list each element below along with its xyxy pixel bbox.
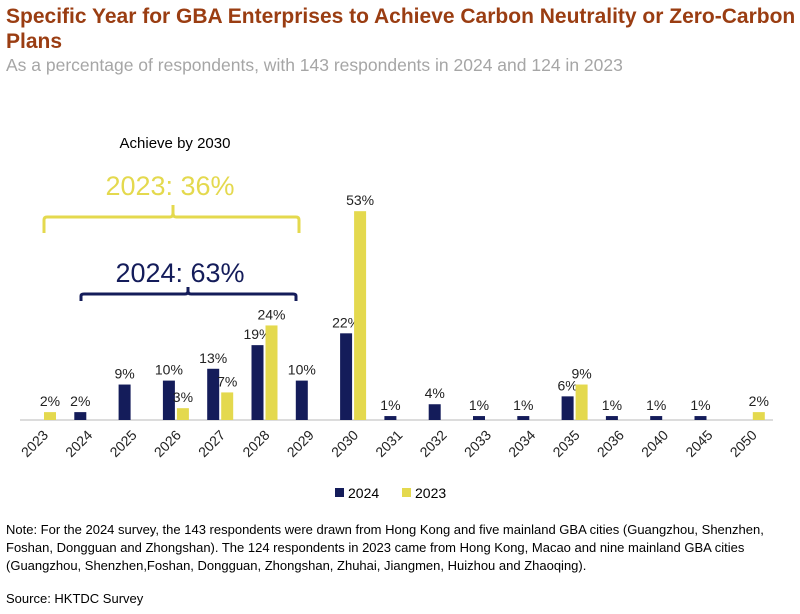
data-label-2024-2035: 6% xyxy=(557,377,577,393)
x-tick-label: 2030 xyxy=(328,427,361,460)
bar-2024-2027 xyxy=(207,368,220,420)
bar-2024-2036 xyxy=(605,416,618,420)
bar-2023-2028 xyxy=(265,325,278,420)
annotation-heading: Achieve by 2030 xyxy=(120,135,231,152)
data-label-2024-2030: 22% xyxy=(332,314,360,330)
bar-2023-2026 xyxy=(176,408,189,420)
x-tick-label: 2025 xyxy=(106,427,139,460)
x-tick-label: 2027 xyxy=(195,427,228,460)
x-tick-label: 2029 xyxy=(284,427,317,460)
data-label-2024-2026: 10% xyxy=(155,362,183,378)
annotations: Achieve by 2030 2023: 36% 2024: 63% xyxy=(42,135,301,301)
data-label-2023-2028: 24% xyxy=(257,306,285,322)
data-label-2023-2030: 53% xyxy=(346,192,374,208)
data-label-2023-2050: 2% xyxy=(749,393,769,409)
x-tick-label: 2024 xyxy=(62,427,95,460)
brace-2023 xyxy=(42,205,301,233)
bar-2024-2034 xyxy=(517,416,530,420)
x-tick-label: 2045 xyxy=(682,427,715,460)
footnote: Note: For the 2024 survey, the 143 respo… xyxy=(6,522,764,573)
data-label-2024-2040: 1% xyxy=(646,397,666,413)
chart-title: Specific Year for GBA Enterprises to Ach… xyxy=(6,5,796,53)
data-label-2023-2026: 3% xyxy=(173,389,193,405)
legend: 2024 2023 xyxy=(335,485,446,501)
bar-2024-2032 xyxy=(428,404,441,420)
data-label-2024-2024: 2% xyxy=(70,393,90,409)
bar-2023-2023 xyxy=(44,412,56,420)
data-label-2023-2023: 2% xyxy=(40,393,60,409)
x-tick-label: 2035 xyxy=(549,427,582,460)
data-label-2024-2031: 1% xyxy=(380,397,400,413)
x-tick-label: 2031 xyxy=(372,427,405,460)
bar-2023-2035 xyxy=(575,384,588,420)
chart-subtitle: As a percentage of respondents, with 143… xyxy=(6,55,623,75)
x-tick-label: 2028 xyxy=(239,427,272,460)
bar-2024-2035 xyxy=(561,396,574,420)
x-tick-label: 2036 xyxy=(594,427,627,460)
bar-2024-2028 xyxy=(251,345,264,420)
x-tick-label: 2026 xyxy=(151,427,184,460)
data-label-2024-2029: 10% xyxy=(288,362,316,378)
data-label-2024-2034: 1% xyxy=(513,397,533,413)
x-tick-label: 2023 xyxy=(18,427,51,460)
bar-2023-2030 xyxy=(354,211,367,420)
data-label-2024-2028: 19% xyxy=(243,326,271,342)
bar-2023-2050 xyxy=(752,412,765,420)
bar-2024-2045 xyxy=(694,416,707,420)
data-label-2024-2025: 9% xyxy=(114,366,134,382)
legend-swatch-2024 xyxy=(335,488,344,497)
brace-2024 xyxy=(79,287,298,301)
x-tick-label: 2040 xyxy=(638,427,671,460)
x-tick-label: 2050 xyxy=(727,427,760,460)
bar-2023-2027 xyxy=(221,392,234,420)
data-label-2024-2033: 1% xyxy=(469,397,489,413)
bar-chart: Achieve by 2030 2023: 36% 2024: 63% 2% 20… xyxy=(18,135,773,501)
bar-2024-2030 xyxy=(340,333,353,420)
bar-2024-2026 xyxy=(162,380,175,420)
bar-2024-2029 xyxy=(295,380,308,420)
data-label-2023-2035: 9% xyxy=(571,366,591,382)
legend-label-2024: 2024 xyxy=(348,485,379,501)
bar-2024-2024 xyxy=(74,412,87,420)
legend-swatch-2023 xyxy=(402,488,411,497)
data-label-2023-2027: 7% xyxy=(217,373,237,389)
source-note: Source: HKTDC Survey xyxy=(6,591,144,606)
bar-2024-2040 xyxy=(650,416,663,420)
data-label-2024-2045: 1% xyxy=(690,397,710,413)
data-label-2024-2027: 13% xyxy=(199,350,227,366)
annotation-2024: 2024: 63% xyxy=(115,258,244,288)
x-tick-label: 2033 xyxy=(461,427,494,460)
legend-label-2023: 2023 xyxy=(415,485,446,501)
x-tick-label: 2032 xyxy=(416,427,449,460)
data-label-2024-2032: 4% xyxy=(425,385,445,401)
data-label-2024-2036: 1% xyxy=(602,397,622,413)
bar-2024-2025 xyxy=(118,384,131,420)
bar-2024-2033 xyxy=(473,416,485,420)
annotation-2023: 2023: 36% xyxy=(105,171,234,201)
bar-2024-2031 xyxy=(384,416,397,420)
x-tick-label: 2034 xyxy=(505,427,538,460)
